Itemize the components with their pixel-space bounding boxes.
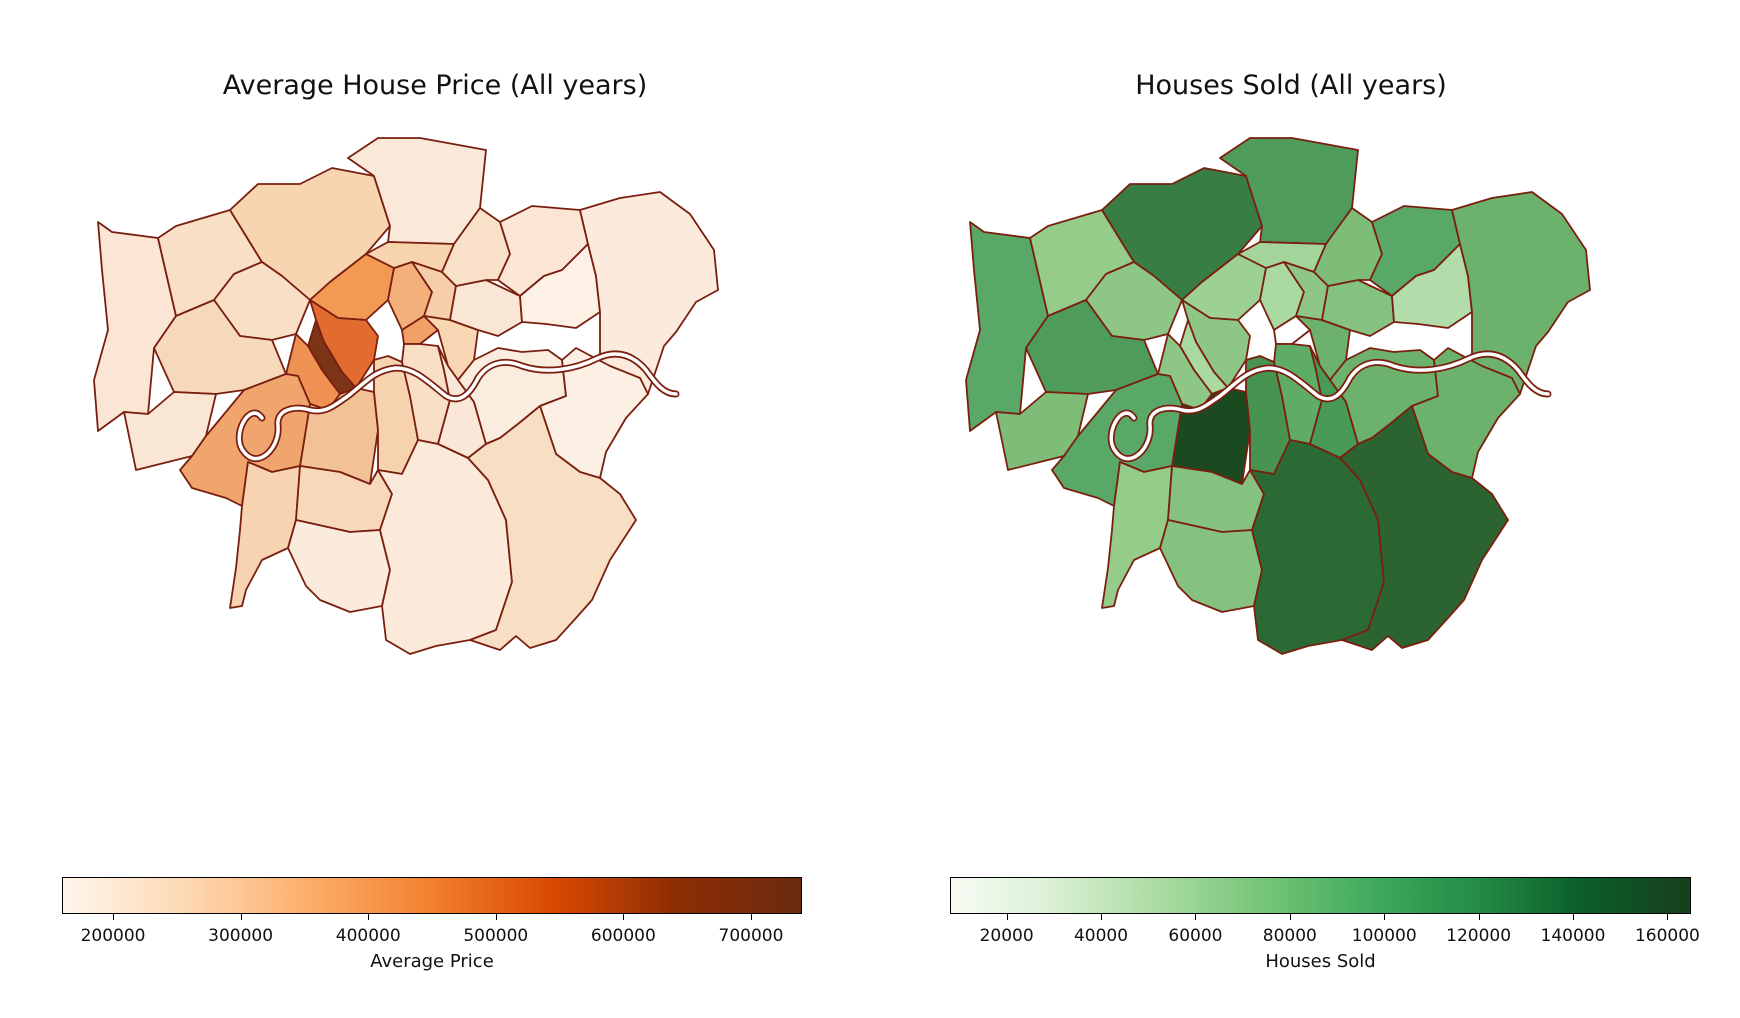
borough-bromley — [467, 405, 637, 651]
borough-hounslow — [123, 391, 217, 471]
borough-barking — [519, 243, 601, 329]
colorbar-tick — [1289, 914, 1291, 920]
borough-merton — [295, 465, 393, 533]
price-map-panel: Average House Price (All years) — [62, 70, 802, 972]
colorbar-tick — [1101, 914, 1103, 920]
colorbar-tick-label: 600000 — [590, 926, 656, 946]
colorbar-tick — [113, 914, 115, 920]
borough-bromley — [1339, 405, 1509, 651]
sold-colorbar — [950, 877, 1691, 914]
borough-hounslow — [995, 391, 1089, 471]
colorbar-tick-label: 120000 — [1446, 926, 1512, 946]
borough-sutton — [1159, 519, 1263, 613]
colorbar-tick-label: 700000 — [718, 926, 784, 946]
price-colorbar-label: Average Price — [370, 951, 494, 972]
borough-sutton — [287, 519, 391, 613]
colorbar-tick-label: 80000 — [1262, 926, 1317, 946]
colorbar-tick — [1667, 914, 1669, 920]
sold-colorbar-ticks: 20000 40000 60000 80000 100000 120000 140000 16… — [950, 914, 1700, 948]
price-colorbar — [62, 877, 802, 914]
colorbar-tick — [1006, 914, 1008, 920]
sold-map-panel: Houses Sold (All years) — [870, 0, 1740, 1018]
borough-city — [1273, 315, 1311, 345]
colorbar-tick-label: 400000 — [335, 926, 401, 946]
colorbar-tick — [1478, 914, 1480, 920]
price-colorbar-ticks: 200000 300000 400000 500000 600000 700000 — [62, 914, 802, 948]
colorbar-tick — [1384, 914, 1386, 920]
colorbar-tick — [750, 914, 752, 920]
sold-map-title: Houses Sold (All years) — [1135, 70, 1447, 101]
colorbar-tick-label: 40000 — [1073, 926, 1129, 946]
borough-merton — [1167, 465, 1265, 533]
borough-newham — [449, 279, 523, 337]
borough-city — [401, 315, 439, 345]
colorbar-tick-label: 200000 — [80, 926, 146, 946]
colorbar-tick-label: 20000 — [979, 926, 1034, 946]
price-map-title: Average House Price (All years) — [222, 70, 648, 101]
borough-havering — [579, 191, 719, 399]
colorbar-tick — [495, 914, 497, 920]
colorbar-tick — [1195, 914, 1197, 920]
colorbar-tick-label: 500000 — [463, 926, 529, 946]
colorbar-tick-label: 300000 — [208, 926, 274, 946]
sold-colorbar-label: Houses Sold — [1265, 951, 1376, 972]
price-choropleth-map — [93, 137, 719, 655]
colorbar-tick — [368, 914, 370, 920]
borough-newham — [1321, 279, 1395, 337]
borough-havering — [1451, 191, 1591, 399]
sold-choropleth-map — [965, 137, 1591, 655]
colorbar-tick — [240, 914, 242, 920]
colorbar-tick-label: 160000 — [1634, 926, 1700, 946]
colorbar-tick — [623, 914, 625, 920]
colorbar-tick-label: 100000 — [1351, 926, 1417, 946]
colorbar-tick-label: 60000 — [1168, 926, 1223, 946]
colorbar-tick — [1573, 914, 1574, 920]
borough-barking — [1391, 243, 1473, 329]
colorbar-tick-label: 140000 — [1540, 926, 1606, 946]
